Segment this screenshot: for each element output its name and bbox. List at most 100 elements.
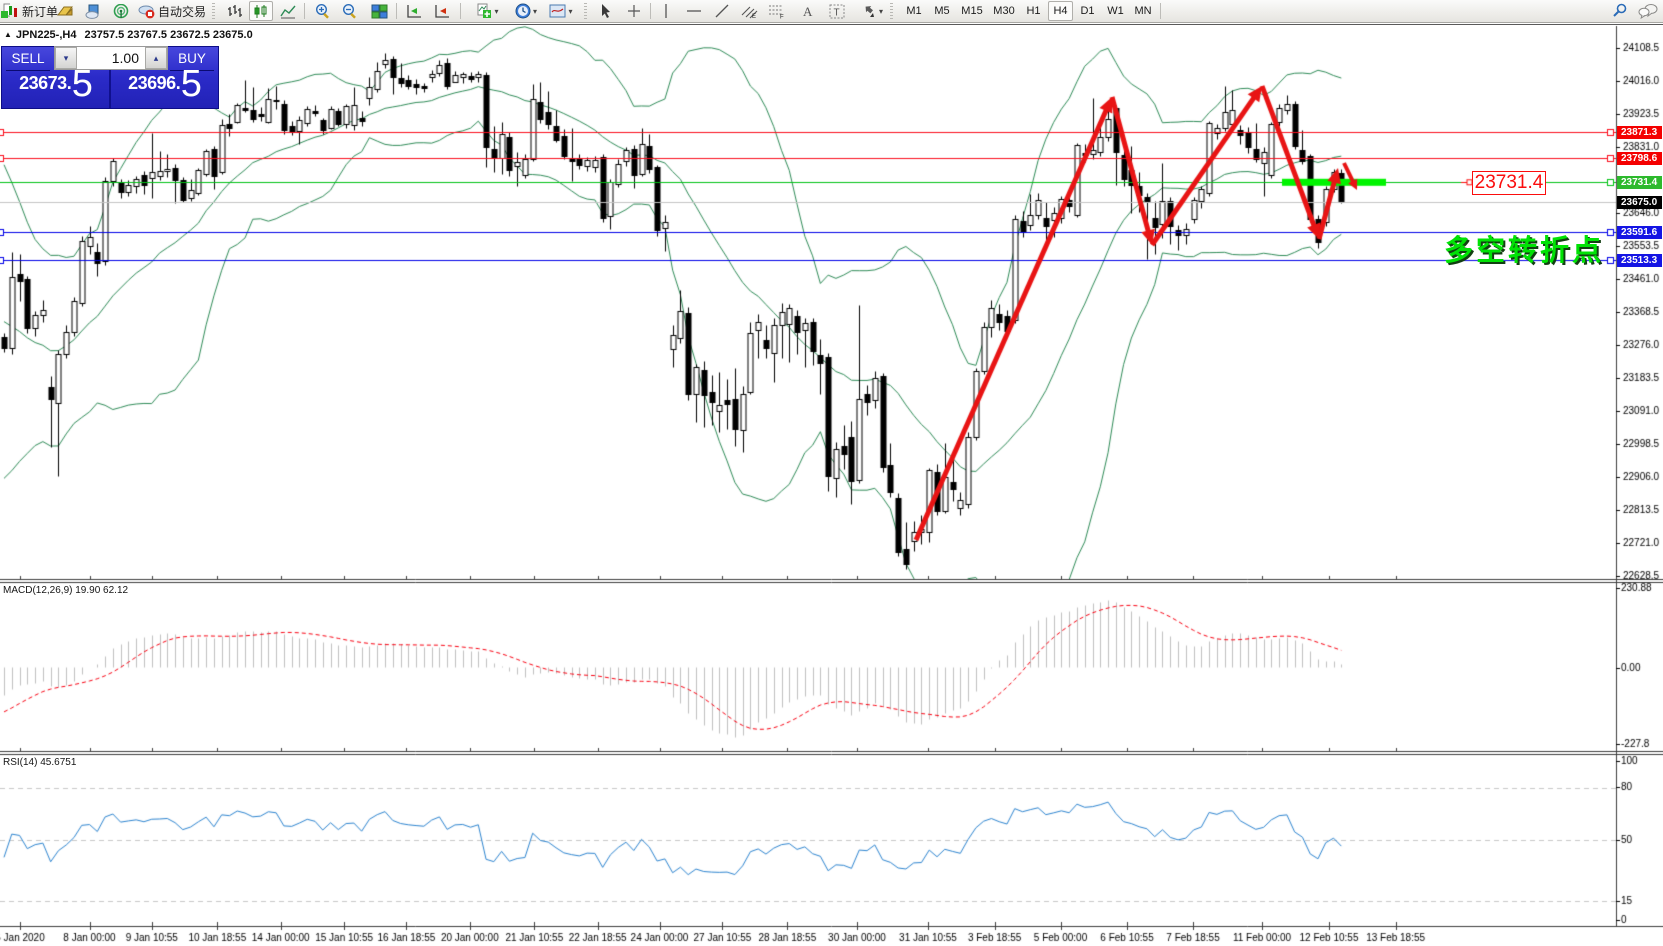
- toolbar-button-profiles[interactable]: [53, 1, 77, 21]
- toolbar-button-cursor[interactable]: [595, 1, 617, 21]
- toolbar-button-hline[interactable]: [682, 1, 706, 21]
- candles-icon: [253, 4, 269, 19]
- toolbar-button-tf-m1[interactable]: M1: [901, 1, 927, 21]
- toolbar-button-tile-windows[interactable]: [367, 1, 391, 21]
- turning-point-annotation[interactable]: 多空转折点: [1443, 235, 1604, 267]
- volume-stepper: ▾ 1.00 ▴: [54, 46, 168, 70]
- profiles-icon: [56, 4, 74, 19]
- price-badge-23675-0: 23675.0: [1617, 196, 1662, 209]
- toolbar-button-trendline[interactable]: [712, 1, 732, 21]
- template-icon: [549, 4, 566, 18]
- toolbar-label-autotrading: 自动交易: [157, 4, 206, 19]
- toolbar-label-tf-m1: M1: [906, 5, 922, 17]
- toolbar-button-periods[interactable]: ▾: [510, 1, 542, 21]
- toolbar-button-tf-mn[interactable]: MN: [1130, 1, 1156, 21]
- toolbar-button-tf-m30[interactable]: M30: [989, 1, 1019, 21]
- price-tag-label[interactable]: 23731.4: [1472, 170, 1546, 195]
- svg-text:F: F: [780, 15, 784, 20]
- toolbar-button-tf-m15[interactable]: M15: [957, 1, 987, 21]
- buy-price: 23696.5: [111, 63, 218, 106]
- toolbar-button-tf-h4[interactable]: H4: [1048, 1, 1073, 21]
- dropdown-arrow-icon[interactable]: ▾: [878, 6, 883, 16]
- toolbar-button-zoom-in[interactable]: [312, 1, 334, 21]
- toolbar-label-tf-w1: W1: [1107, 5, 1124, 17]
- toolbar-button-crosshair[interactable]: [623, 1, 645, 21]
- buy-price-frac: 5: [180, 63, 202, 105]
- toolbar-button-tf-d1[interactable]: D1: [1075, 1, 1100, 21]
- toolbar-button-textlabel[interactable]: T: [825, 1, 849, 21]
- toolbar-button-autotrading[interactable]: 自动交易: [135, 1, 211, 21]
- sep5: [1160, 3, 1161, 19]
- toolbar-button-text[interactable]: A: [797, 1, 819, 21]
- toolbar-button-search[interactable]: [1608, 1, 1632, 21]
- toolbar-button-chart-shift[interactable]: [402, 1, 426, 21]
- search-icon: [1612, 3, 1629, 19]
- price-badge-23513-3: 23513.3: [1617, 254, 1662, 267]
- vline-icon: [661, 3, 671, 19]
- indicators-icon: [475, 3, 492, 19]
- dropdown-arrow-icon[interactable]: ▾: [532, 6, 537, 16]
- volume-decrease-button[interactable]: ▾: [55, 47, 77, 69]
- sell-price-frac: 5: [71, 63, 93, 105]
- toolbar-button-templates[interactable]: ▾: [544, 1, 578, 21]
- toolbar-label-tf-mn: MN: [1134, 5, 1152, 17]
- symbol-collapse-icon[interactable]: ▲: [4, 30, 12, 39]
- toolbar-button-new-chart[interactable]: [0, 1, 10, 21]
- symbol-name: JPN225-,H4: [15, 29, 77, 41]
- signals-icon: [113, 3, 130, 19]
- toolbar-button-chart-candles[interactable]: [249, 1, 273, 21]
- toolbar-label-tf-d1: D1: [1080, 5, 1095, 17]
- channel-icon: E: [741, 3, 758, 19]
- grip1: [212, 3, 217, 19]
- toolbar-label-new-order: 新订单: [22, 4, 59, 19]
- autoscroll-icon: [434, 4, 451, 19]
- toolbar-button-tf-m5[interactable]: M5: [929, 1, 955, 21]
- navigator-icon: [85, 4, 102, 19]
- toolbar-button-chart-bars[interactable]: [224, 1, 246, 21]
- shift-icon: [406, 4, 423, 19]
- toolbar-button-tf-w1[interactable]: W1: [1103, 1, 1128, 21]
- price-chart-canvas[interactable]: [0, 25, 1663, 946]
- macd-label: MACD(12,26,9) 19.90 62.12: [3, 585, 129, 596]
- textlabel-icon: T: [829, 4, 845, 19]
- volume-increase-button[interactable]: ▴: [145, 47, 167, 69]
- toolbar-button-vline[interactable]: [656, 1, 676, 21]
- symbol-info-line: ▲ JPN225-,H4 23757.5 23767.5 23672.5 23675…: [4, 29, 253, 41]
- toolbar-button-navigator[interactable]: [82, 1, 104, 21]
- price-badge-23731-4: 23731.4: [1617, 176, 1662, 189]
- sep4: [650, 3, 651, 19]
- toolbar-button-auto-scroll[interactable]: [430, 1, 455, 21]
- toolbar-button-channel[interactable]: E: [737, 1, 761, 21]
- sell-price-main: 23673: [19, 73, 67, 93]
- chat-icon: [1638, 3, 1658, 19]
- dropdown-arrow-icon[interactable]: ▾: [568, 6, 573, 16]
- sell-price-dot: .: [66, 73, 72, 93]
- grip2: [584, 3, 589, 19]
- neworder-icon: [8, 4, 20, 19]
- buy-price-dot: .: [175, 73, 181, 93]
- sep2: [396, 3, 397, 19]
- cursor-icon: [600, 3, 612, 19]
- toolbar-button-tf-h1[interactable]: H1: [1021, 1, 1046, 21]
- toolbar-button-indicators[interactable]: ▾: [468, 1, 506, 21]
- toolbar-button-signals[interactable]: [110, 1, 132, 21]
- toolbar-button-zoom-out[interactable]: [339, 1, 361, 21]
- toolbar-button-chat[interactable]: [1634, 1, 1662, 21]
- toolbar-button-fibonacci[interactable]: F: [765, 1, 787, 21]
- toolbar-button-new-order[interactable]: 新订单: [8, 1, 59, 21]
- volume-value[interactable]: 1.00: [111, 50, 139, 66]
- newchart-icon: [0, 3, 10, 19]
- toolbar-label-tf-m30: M30: [993, 5, 1015, 17]
- clock-icon: [515, 3, 531, 19]
- zoomout-icon: [342, 3, 358, 19]
- bars-icon: [227, 4, 243, 19]
- crosshair-icon: [626, 3, 642, 19]
- text-icon: A: [801, 4, 815, 19]
- svg-text:A: A: [803, 4, 813, 19]
- svg-text:T: T: [834, 7, 840, 18]
- dropdown-arrow-icon[interactable]: ▾: [494, 6, 499, 16]
- toolbar-label-tf-m15: M15: [961, 5, 983, 17]
- one-click-trading-panel: SELL 23673.5 BUY 23696.5 ▾ 1.00 ▴: [1, 46, 219, 109]
- toolbar-button-arrows[interactable]: ▾: [856, 1, 888, 21]
- toolbar-button-chart-line[interactable]: [277, 1, 299, 21]
